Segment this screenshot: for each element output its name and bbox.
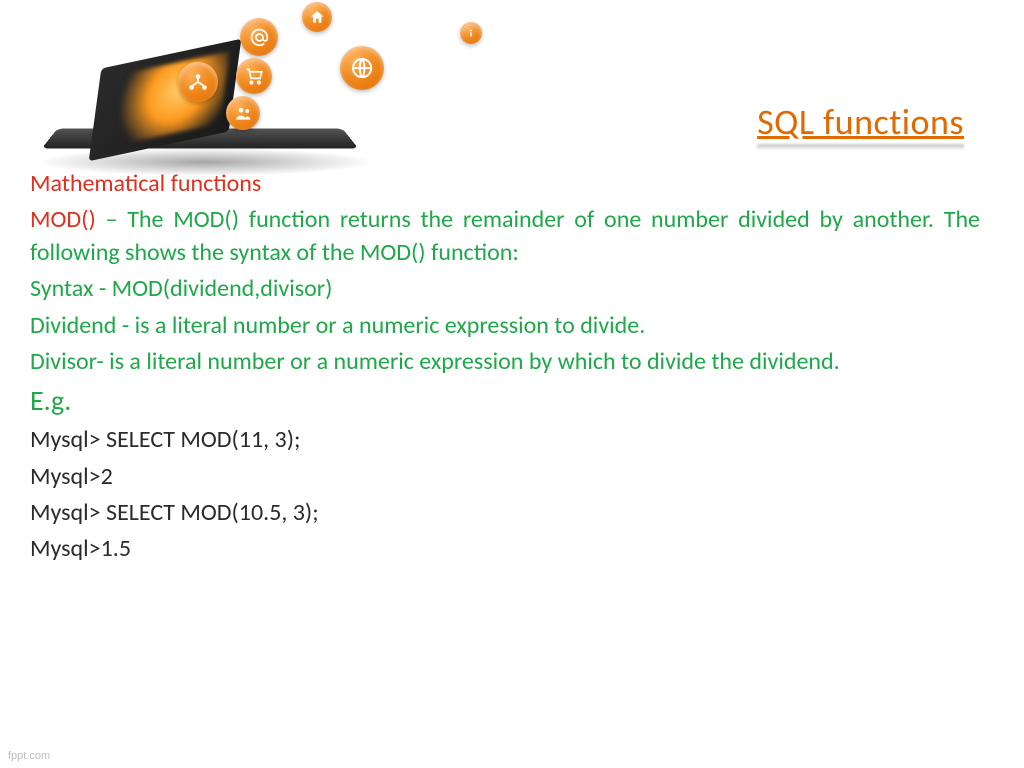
people-icon [226,96,260,130]
watermark: fppt.com [8,750,50,762]
slide-title-wrap: SQL functions [757,100,964,144]
home-icon [302,2,332,32]
globe-icon [340,46,384,90]
cart-icon [236,58,272,94]
header-graphic [50,0,410,170]
at-icon [240,18,278,56]
slide-title: SQL functions [757,100,964,144]
info-icon [460,22,482,44]
mod-description: MOD() – The MOD() function returns the r… [30,204,980,269]
syntax-line: Syntax - MOD(dividend,divisor) [30,273,980,305]
mod-desc-text: The MOD() function returns the remainder… [30,205,980,266]
eg-label: E.g. [30,382,980,420]
network-icon [178,62,218,102]
example-line: Mysql>1.5 [30,533,980,565]
example-line: Mysql>2 [30,461,980,493]
title-shadow [757,144,964,150]
mod-label: MOD() [30,205,96,234]
divisor-line: Divisor- is a literal number or a numeri… [30,346,980,378]
slide-body: Mathematical functions MOD() – The MOD()… [30,168,980,570]
dividend-line: Dividend - is a literal number or a nume… [30,310,980,342]
example-line: Mysql> SELECT MOD(11, 3); [30,424,980,456]
mod-sep: – [96,205,128,234]
example-line: Mysql> SELECT MOD(10.5, 3); [30,497,980,529]
subheading: Mathematical functions [30,168,980,200]
